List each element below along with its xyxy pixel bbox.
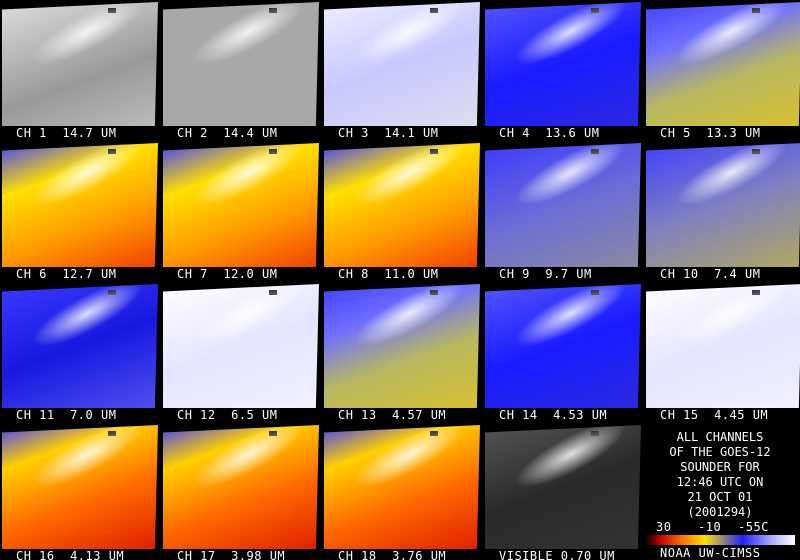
marker: [591, 8, 599, 13]
marker: [591, 290, 599, 295]
marker: [591, 431, 599, 436]
satellite-image: [163, 284, 319, 408]
panel-label: CH 16 4.13 UM: [16, 549, 125, 560]
marker: [269, 8, 277, 13]
marker: [430, 149, 438, 154]
satellite-image: [2, 143, 158, 267]
marker: [591, 149, 599, 154]
panel-label: CH 3 14.1 UM: [338, 126, 439, 140]
info-line: 12:46 UTC ON: [676, 475, 764, 489]
panel-label: CH 4 13.6 UM: [499, 126, 600, 140]
satellite-image: [485, 2, 641, 126]
marker: [108, 8, 116, 13]
info-line: SOUNDER FOR: [680, 460, 760, 474]
satellite-image: [324, 425, 480, 549]
colorbar-label: 30: [656, 520, 672, 534]
info-line: (2001294): [687, 505, 753, 519]
panel-label: CH 9 9.7 UM: [499, 267, 592, 281]
satellite-image: [324, 143, 480, 267]
info-line: OF THE GOES-12: [669, 445, 771, 459]
satellite-image: [324, 2, 480, 126]
marker: [430, 8, 438, 13]
panel-label: CH 6 12.7 UM: [16, 267, 117, 281]
satellite-image: [2, 2, 158, 126]
panel-label: CH 18 3.76 UM: [338, 549, 447, 560]
panel-label: CH 5 13.3 UM: [660, 126, 761, 140]
marker: [269, 290, 277, 295]
satellite-image: [2, 425, 158, 549]
panel-label: CH 2 14.4 UM: [177, 126, 278, 140]
satellite-image: [2, 284, 158, 408]
panel-label: CH 13 4.57 UM: [338, 408, 447, 422]
satellite-image: [646, 284, 800, 408]
satellite-image: [485, 425, 641, 549]
panel-label: CH 11 7.0 UM: [16, 408, 117, 422]
panel-label: CH 10 7.4 UM: [660, 267, 761, 281]
colorbar-label: -55C: [738, 520, 769, 534]
satellite-image: [163, 425, 319, 549]
marker: [752, 8, 760, 13]
panel-label: VISIBLE 0.70 UM: [499, 549, 615, 560]
panel-label: CH 7 12.0 UM: [177, 267, 278, 281]
marker: [269, 149, 277, 154]
marker: [108, 290, 116, 295]
credit: NOAA UW-CIMSS: [660, 546, 761, 560]
satellite-image: [163, 2, 319, 126]
satellite-image: [324, 284, 480, 408]
marker: [108, 149, 116, 154]
color-bar: [645, 535, 795, 545]
colorbar-label: -10: [698, 520, 722, 534]
satellite-image: [646, 2, 800, 126]
panel-label: CH 1 14.7 UM: [16, 126, 117, 140]
marker: [430, 431, 438, 436]
info-line: ALL CHANNELS: [676, 430, 764, 444]
panel-label: CH 8 11.0 UM: [338, 267, 439, 281]
panel-label: CH 17 3.98 UM: [177, 549, 286, 560]
panel-label: CH 12 6.5 UM: [177, 408, 278, 422]
marker: [108, 431, 116, 436]
satellite-image: [485, 143, 641, 267]
satellite-image: [485, 284, 641, 408]
marker: [269, 431, 277, 436]
info-line: 21 OCT 01: [687, 490, 753, 504]
satellite-image: [163, 143, 319, 267]
panel-label: CH 14 4.53 UM: [499, 408, 608, 422]
marker: [752, 290, 760, 295]
marker: [430, 290, 438, 295]
marker: [752, 149, 760, 154]
satellite-image: [646, 143, 800, 267]
panel-label: CH 15 4.45 UM: [660, 408, 769, 422]
